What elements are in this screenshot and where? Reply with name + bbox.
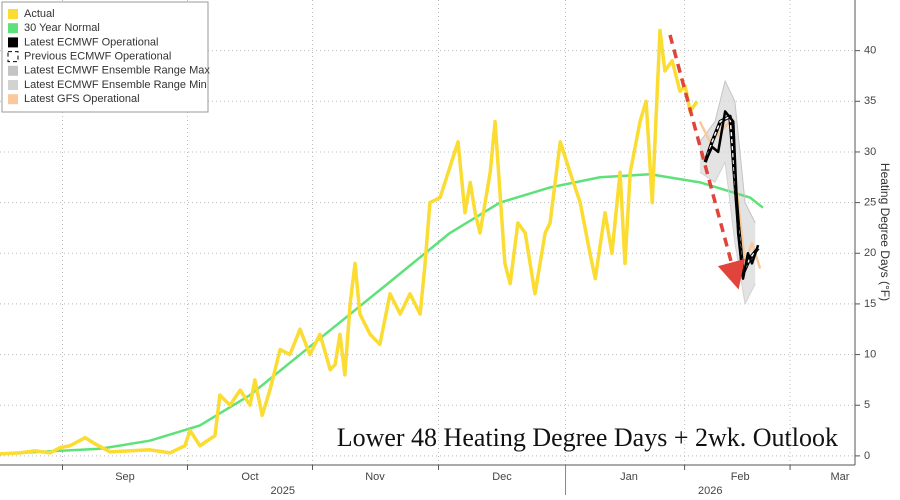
chart-annotation: Lower 48 Heating Degree Days + 2wk. Outl… — [337, 423, 838, 452]
legend-label: Latest ECMWF Ensemble Range Min — [24, 79, 207, 91]
legend-swatch — [7, 51, 19, 63]
year-label: 2025 — [271, 485, 295, 495]
legend-label: Latest ECMWF Ensemble Range Max — [24, 65, 210, 77]
series-line — [699, 80, 756, 224]
x-tick-label: Dec — [492, 471, 512, 483]
legend-label: 30 Year Normal — [24, 22, 100, 34]
legend-label: Actual — [24, 8, 55, 20]
x-tick-label: Oct — [241, 471, 258, 483]
x-tick-label: Jan — [620, 471, 638, 483]
trend-arrow — [668, 34, 745, 290]
legend-swatch — [8, 80, 18, 90]
legend: Actual 30 Year Normal Latest ECMWF Operati… — [1, 1, 210, 113]
legend-swatch — [8, 37, 18, 48]
legend-box — [1, 1, 209, 113]
series-line — [704, 115, 759, 275]
legend-swatch — [8, 94, 18, 105]
y-tick-label: 20 — [864, 247, 876, 259]
y-tick-label: 15 — [864, 298, 876, 310]
legend-swatch — [8, 9, 18, 19]
series-line — [0, 172, 764, 456]
y-tick-label: 30 — [864, 146, 876, 158]
legend-label: Previous ECMWF Operational — [24, 51, 171, 63]
series-line — [704, 110, 760, 280]
legend-label: Latest GFS Operational — [24, 93, 140, 105]
x-tick-label: Nov — [365, 471, 385, 483]
year-label: 2026 — [698, 485, 722, 495]
y-tick-label: 5 — [864, 399, 870, 411]
legend-label: Latest ECMWF Operational — [24, 36, 159, 48]
y-tick-label: 25 — [864, 197, 876, 209]
x-tick-label: Mar — [830, 471, 849, 483]
y-tick-label: 35 — [864, 95, 876, 107]
series-line — [0, 28, 699, 456]
marks — [0, 28, 764, 456]
x-tick-label: Sep — [115, 471, 135, 483]
y-tick-label: 0 — [864, 450, 870, 462]
legend-swatch — [8, 23, 18, 34]
y-tick-label: 10 — [864, 348, 876, 360]
y-tick-label: 40 — [864, 45, 876, 57]
x-tick-label: Feb — [731, 471, 750, 483]
y-axis-label: Heating Degree Days (°F) — [878, 163, 892, 301]
legend-swatch — [8, 65, 18, 76]
series-line — [699, 161, 756, 305]
